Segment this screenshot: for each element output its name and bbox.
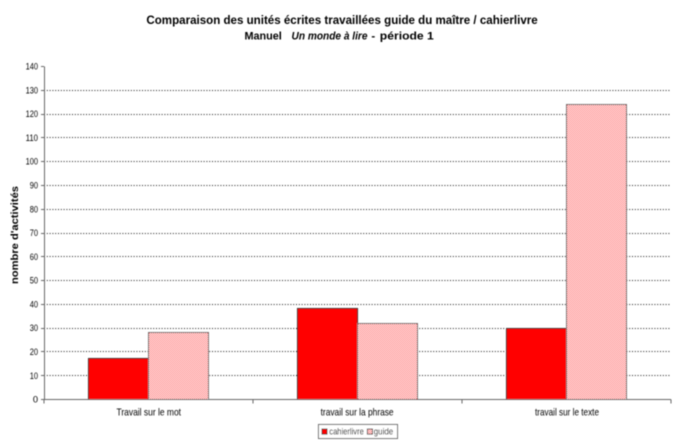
svg-text:70: 70 — [30, 228, 38, 238]
svg-text:90: 90 — [30, 181, 38, 191]
svg-text:100: 100 — [26, 157, 38, 167]
svg-text:Comparaison des unités écrites: Comparaison des unités écrites travaillé… — [146, 13, 538, 27]
svg-text:0: 0 — [33, 395, 38, 405]
svg-text:10: 10 — [30, 371, 38, 381]
svg-text:110: 110 — [26, 133, 38, 143]
svg-text:80: 80 — [30, 204, 38, 214]
svg-text:30: 30 — [30, 323, 38, 333]
svg-text:120: 120 — [26, 109, 38, 119]
svg-text:nombre d'activités: nombre d'activités — [9, 186, 21, 284]
svg-text:130: 130 — [26, 85, 38, 95]
svg-text:travail sur la phrase: travail sur la phrase — [321, 408, 394, 419]
svg-text:travail sur le texte: travail sur le texte — [535, 408, 599, 419]
svg-text:50: 50 — [30, 276, 38, 286]
svg-text:cahierlivre: cahierlivre — [329, 426, 364, 436]
svg-text:guide: guide — [374, 426, 393, 436]
svg-text:40: 40 — [30, 300, 38, 310]
svg-text:60: 60 — [30, 252, 38, 262]
svg-text:20: 20 — [30, 347, 38, 357]
svg-text:140: 140 — [26, 62, 38, 72]
svg-text:Travail sur le mot: Travail sur le mot — [117, 408, 182, 419]
